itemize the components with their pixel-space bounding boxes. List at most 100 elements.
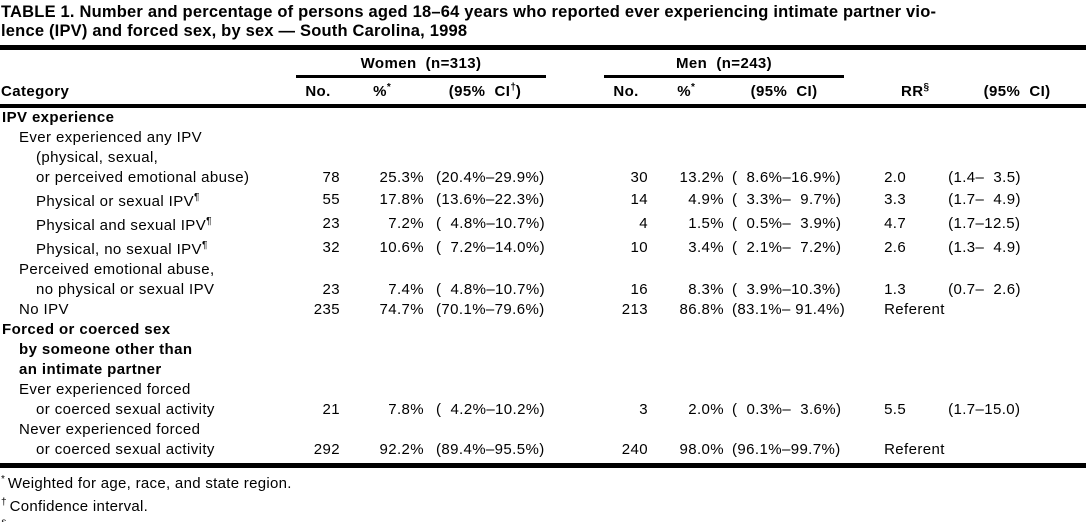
women-pct-cell: 17.8%	[379, 191, 424, 208]
pilcrow-marker: ¶	[194, 192, 200, 203]
footnote: * Weighted for age, race, and state regio…	[1, 474, 292, 492]
men-pct-cell: 1.5%	[688, 215, 725, 232]
category-cell: or coerced sexual activity	[36, 401, 215, 418]
asterisk-marker: *	[1, 474, 5, 485]
men-no-column-header: No.	[604, 76, 649, 108]
category-cell: (physical, sexual,	[36, 149, 159, 166]
women-no-column-header: No.	[296, 76, 340, 108]
group-header-row: Women (n=313) Men (n=243)	[0, 50, 1086, 78]
men-pct-cell: 3.4%	[688, 239, 725, 256]
women-pct-cell: 7.4%	[388, 281, 424, 298]
women-no-cell: 292	[313, 441, 340, 458]
women-pct-column-header: %*	[340, 76, 424, 108]
table-title-line1: TABLE 1. Number and percentage of person…	[1, 3, 937, 21]
empty-cell	[882, 50, 948, 77]
men-no-cell: 3	[639, 401, 649, 418]
men-ci-cell: ( 2.1%– 7.2%)	[732, 239, 842, 256]
gap-cell	[546, 50, 604, 77]
men-pct-cell: 13.2%	[679, 169, 725, 186]
women-no-cell: 55	[322, 191, 340, 208]
category-cell: by someone other than	[19, 341, 193, 358]
category-cell: Physical and sexual IPV¶	[36, 216, 212, 234]
empty-cell	[0, 50, 296, 77]
women-no-cell: 23	[322, 281, 340, 298]
rr-cell: Referent	[884, 441, 945, 458]
category-cell: IPV experience	[2, 109, 115, 126]
category-cell: Physical or sexual IPV¶	[36, 192, 200, 210]
women-ci-cell: (20.4%–29.9%)	[436, 169, 545, 186]
table-row: Physical and sexual IPV¶ 23 7.2% ( 4.8%–…	[0, 212, 1086, 236]
women-ci-cell: ( 4.8%–10.7%)	[436, 215, 545, 232]
asterisk-marker: *	[386, 82, 391, 93]
empty-cell	[948, 50, 1086, 77]
men-no-cell: 240	[621, 441, 649, 458]
women-ci-cell: ( 4.8%–10.7%)	[436, 281, 545, 298]
pilcrow-marker: ¶	[206, 216, 212, 227]
women-no-cell: 21	[322, 401, 340, 418]
rr-ci-cell: (0.7– 2.6)	[948, 281, 1021, 298]
rr-ci-cell	[948, 440, 1086, 460]
table-row: no physical or sexual IPV 23 7.4% ( 4.8%…	[0, 280, 1086, 300]
table-row: or perceived emotional abuse) 78 25.3% (…	[0, 168, 1086, 188]
men-pct-cell: 2.0%	[688, 401, 725, 418]
men-no-cell: 30	[630, 169, 649, 186]
gap-cell	[546, 76, 605, 108]
category-cell: or perceived emotional abuse)	[36, 169, 250, 186]
rr-cell: 2.6	[884, 239, 907, 256]
bottom-rule	[0, 463, 1086, 468]
table-row: Forced or coerced sex	[0, 320, 1086, 340]
category-cell: No IPV	[19, 301, 69, 318]
gap-cell	[844, 50, 882, 77]
footnotes: * Weighted for age, race, and state regio…	[0, 468, 1086, 522]
women-group-header: Women (n=313)	[296, 50, 547, 78]
category-cell: Never experienced forced	[19, 421, 201, 438]
women-pct-cell: 74.7%	[379, 301, 424, 318]
dagger-marker: †	[510, 82, 516, 93]
women-ci-cell: (89.4%–95.5%)	[436, 441, 545, 458]
women-no-cell: 23	[322, 215, 340, 232]
women-pct-cell: 25.3%	[379, 169, 424, 186]
men-no-cell: 10	[630, 239, 649, 256]
pilcrow-marker: ¶	[201, 240, 208, 251]
women-pct-cell: 92.2%	[379, 441, 424, 458]
rr-ci-column-header: (95% CI)	[948, 76, 1086, 108]
men-pct-cell: 98.0%	[679, 441, 725, 458]
men-pct-column-header: %*	[648, 76, 725, 108]
rr-ci-cell: (1.3– 4.9)	[948, 239, 1021, 256]
men-ci-cell: (83.1%– 91.4%)	[732, 301, 846, 318]
men-pct-cell: 8.3%	[688, 281, 725, 298]
category-column-header: Category	[0, 76, 296, 108]
men-no-cell: 213	[621, 301, 649, 318]
footnote: §Relative risk (RR) calculated to conver…	[1, 516, 1086, 522]
rr-ci-cell: (1.7–15.0)	[948, 401, 1021, 418]
table-row: or coerced sexual activity 292 92.2% (89…	[0, 440, 1086, 460]
men-ci-cell: ( 0.5%– 3.9%)	[732, 215, 842, 232]
category-cell: Ever experienced any IPV	[19, 129, 203, 146]
men-pct-cell: 4.9%	[688, 191, 725, 208]
rr-cell: 5.5	[884, 401, 907, 418]
men-ci-column-header: (95% CI)	[724, 76, 845, 108]
rr-cell: 1.3	[884, 281, 907, 298]
men-pct-cell: 86.8%	[679, 301, 725, 318]
gap-cell	[844, 76, 883, 108]
section-marker: §	[1, 519, 10, 522]
category-cell: Physical, no sexual IPV¶	[36, 240, 208, 258]
table-row: Never experienced forced	[0, 420, 1086, 440]
men-no-cell: 4	[639, 215, 649, 232]
rr-cell: Referent	[884, 301, 945, 318]
women-ci-column-header: (95% CI†)	[424, 76, 547, 108]
rr-cell: 4.7	[884, 215, 907, 232]
category-cell: or coerced sexual activity	[36, 441, 215, 458]
table-row: Ever experienced any IPV	[0, 128, 1086, 148]
table-row: Physical or sexual IPV¶ 55 17.8% (13.6%–…	[0, 188, 1086, 212]
table-row: by someone other than	[0, 340, 1086, 360]
women-pct-cell: 10.6%	[379, 239, 424, 256]
women-ci-cell: (70.1%–79.6%)	[436, 301, 545, 318]
table-row: IPV experience	[0, 106, 1086, 128]
category-cell: Forced or coerced sex	[2, 321, 171, 338]
column-header-row: Category No. %* (95% CI†) No. %* (95% CI…	[0, 76, 1086, 108]
table-row: or coerced sexual activity 21 7.8% ( 4.2…	[0, 400, 1086, 420]
women-pct-cell: 7.8%	[388, 401, 424, 418]
ipv-forced-sex-table: Women (n=313) Men (n=243) Category No. %…	[0, 50, 1086, 460]
